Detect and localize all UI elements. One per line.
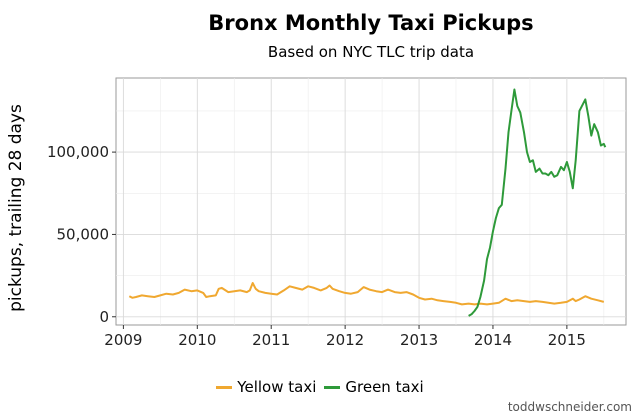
plot-background — [115, 77, 627, 326]
chart-title: Bronx Monthly Taxi Pickups — [208, 11, 534, 35]
legend-label-yellow: Yellow taxi — [237, 378, 317, 396]
x-tick-label: 2011 — [252, 331, 290, 349]
x-tick-label: 2013 — [400, 331, 438, 349]
plot-panel — [115, 77, 627, 326]
grid — [116, 78, 626, 325]
legend-item-yellow[interactable]: Yellow taxi — [216, 378, 316, 396]
legend: Yellow taxi Green taxi — [0, 378, 640, 396]
x-tick-label: 2014 — [474, 331, 512, 349]
x-tick-label: 2009 — [104, 331, 142, 349]
legend-swatch-green — [324, 385, 341, 389]
credit-text: toddwschneider.com — [507, 400, 632, 414]
x-tick-label: 2015 — [548, 331, 586, 349]
series-line-1 — [468, 88, 607, 317]
y-tick-label: 0 — [99, 308, 109, 326]
x-tick-label: 2010 — [178, 331, 216, 349]
y-tick-label: 100,000 — [47, 143, 109, 161]
legend-swatch-yellow — [216, 385, 233, 389]
x-tick-label: 2012 — [326, 331, 364, 349]
series-layer — [128, 88, 607, 317]
chart-subtitle: Based on NYC TLC trip data — [267, 43, 475, 61]
axes: 2009 2010 2011 2012 2013 2014 2015 0 50,000 100,0… — [47, 143, 586, 349]
y-tick-label: 50,000 — [57, 225, 110, 243]
legend-label-green: Green taxi — [345, 378, 424, 396]
series-line-0 — [128, 282, 605, 306]
legend-item-green[interactable]: Green taxi — [324, 378, 424, 396]
